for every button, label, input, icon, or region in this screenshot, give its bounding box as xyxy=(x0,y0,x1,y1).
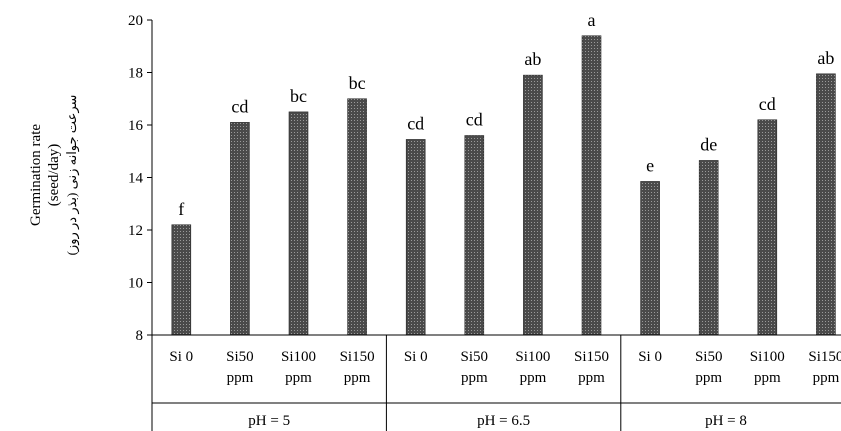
significance-letter: a xyxy=(588,10,596,30)
x-tick-label-unit: ppm xyxy=(695,370,722,386)
bar xyxy=(757,119,778,336)
y-tick-label: 10 xyxy=(128,276,143,292)
bar xyxy=(405,139,426,336)
x-axis: Si 0 Si50 ppm Si100 ppm Si150 ppm pH = 5 Si 0 Si5… xyxy=(151,334,841,431)
bar xyxy=(171,224,192,336)
x-tick-label-unit: ppm xyxy=(461,370,488,386)
x-tick-label-unit: ppm xyxy=(578,370,605,386)
bar xyxy=(288,111,309,336)
y-tick-label: 20 xyxy=(128,13,143,29)
y-axis-title-line-2: (seed/day) xyxy=(46,144,62,206)
bar xyxy=(464,135,485,336)
y-axis: 8 10 12 14 16 18 20 xyxy=(128,13,153,344)
x-tick-label-unit: ppm xyxy=(344,370,371,386)
bar xyxy=(698,160,719,336)
significance-letters: f cd bc bc cd cd ab a e de cd ab xyxy=(178,10,834,219)
x-tick-label-unit: ppm xyxy=(227,370,254,386)
significance-letter: de xyxy=(700,134,717,154)
group-label: pH = 5 xyxy=(248,413,290,429)
bar xyxy=(640,181,660,336)
y-axis-title-line-1: Germination rate xyxy=(28,124,44,226)
bar xyxy=(230,122,250,336)
group-label: pH = 6.5 xyxy=(477,413,530,429)
y-tick-label: 12 xyxy=(128,223,143,239)
x-tick-label-unit: ppm xyxy=(285,370,312,386)
x-tick-label: Si100 xyxy=(281,349,316,365)
bar xyxy=(523,74,543,336)
x-tick-label: Si150 xyxy=(574,349,609,365)
y-tick-label: 14 xyxy=(128,171,144,187)
bar xyxy=(581,35,602,336)
y-tick-label: 8 xyxy=(136,328,144,344)
x-tick-label: Si50 xyxy=(461,349,489,365)
x-tick-label: Si100 xyxy=(515,349,550,365)
y-axis-title-line-3: سرعت جوانه زنی (بذر در روز) xyxy=(64,95,80,256)
bar-series xyxy=(171,35,836,336)
significance-letter: cd xyxy=(231,96,248,116)
significance-letter: e xyxy=(646,155,654,175)
significance-letter: ab xyxy=(817,48,834,68)
x-tick-label: Si 0 xyxy=(638,349,662,365)
significance-letter: bc xyxy=(290,86,307,106)
significance-letter: cd xyxy=(466,110,483,130)
x-tick-label: Si 0 xyxy=(169,349,193,365)
x-tick-label-unit: ppm xyxy=(813,370,840,386)
significance-letter: f xyxy=(178,199,184,219)
significance-letter: cd xyxy=(759,94,776,114)
x-tick-label: Si50 xyxy=(226,349,254,365)
x-tick-label-unit: ppm xyxy=(754,370,781,386)
bar xyxy=(816,73,836,336)
x-tick-label-unit: ppm xyxy=(520,370,547,386)
x-tick-label: Si 0 xyxy=(404,349,428,365)
y-tick-label: 16 xyxy=(128,118,144,134)
x-tick-label: Si150 xyxy=(340,349,375,365)
x-tick-label: Si150 xyxy=(808,349,841,365)
x-tick-label: Si100 xyxy=(750,349,785,365)
x-tick-label: Si50 xyxy=(695,349,723,365)
significance-letter: cd xyxy=(407,113,424,133)
group-label: pH = 8 xyxy=(705,413,747,429)
significance-letter: bc xyxy=(349,73,366,93)
y-axis-title: Germination rate (seed/day) سرعت جوانه ز… xyxy=(28,95,80,256)
significance-letter: ab xyxy=(524,49,541,69)
y-tick-label: 18 xyxy=(128,66,143,82)
bar xyxy=(347,98,367,336)
